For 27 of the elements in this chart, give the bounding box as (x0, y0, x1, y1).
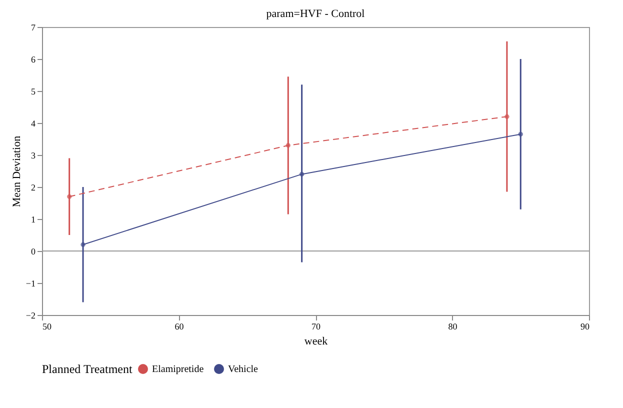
point (286, 143, 290, 148)
x-tick-label: 90 (580, 322, 590, 332)
point (518, 132, 523, 137)
point (299, 172, 304, 177)
y-tick-label: −1 (26, 278, 36, 288)
x-tick-label: 50 (42, 322, 52, 332)
legend-title: Planned Treatment (42, 362, 133, 376)
x-axis-title: week (304, 336, 328, 348)
point (67, 194, 72, 199)
y-tick-label: 5 (31, 86, 36, 96)
y-tick-label: 1 (31, 214, 36, 224)
y-tick-label: 3 (31, 150, 36, 160)
x-tick-label: 60 (174, 322, 184, 332)
y-tick-label: 2 (31, 182, 36, 192)
y-tick-label: 7 (31, 22, 36, 32)
legend-label: Elamipretide (152, 364, 204, 375)
x-tick-label: 70 (312, 322, 321, 332)
point (80, 242, 86, 247)
y-tick-label: 6 (31, 54, 36, 64)
point (504, 114, 510, 119)
y-tick-label: 4 (31, 118, 36, 128)
chart-title: param=HVF - Control (266, 8, 365, 20)
y-tick-label: 0 (31, 246, 36, 256)
y-tick-label: −2 (26, 310, 36, 320)
y-axis-title: Mean Deviation (10, 135, 23, 208)
x-tick-label: 80 (448, 322, 458, 332)
legend-label: Vehicle (228, 364, 259, 375)
